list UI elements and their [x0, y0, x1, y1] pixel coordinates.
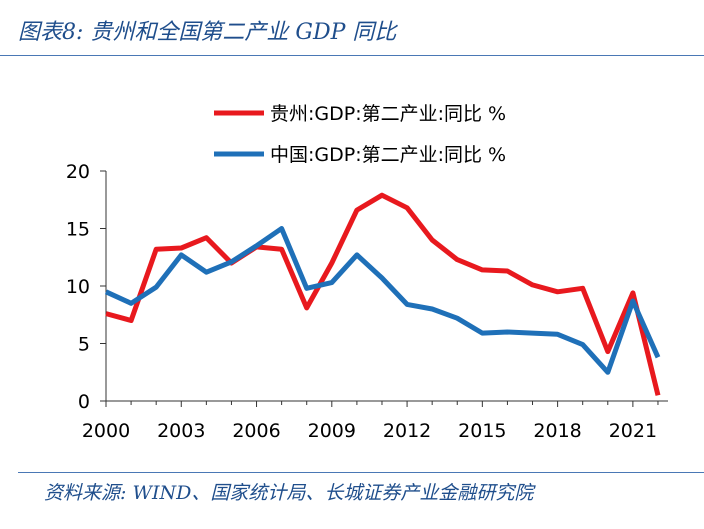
y-tick-label: 5 [78, 334, 90, 356]
title-divider [0, 55, 704, 56]
line-chart: 贵州:GDP:第二产业:同比 % 中国:GDP:第二产业:同比 % 0 5 10 15 2… [66, 103, 668, 442]
x-tick-label: 2006 [232, 420, 280, 442]
series-line-china [104, 226, 661, 375]
series-line-guizhou [105, 192, 661, 396]
x-tick-label: 2021 [609, 420, 657, 442]
x-tick-label: 2012 [383, 420, 431, 442]
page-title: 图表8: 贵州和全国第二产业 GDP 同比 [18, 20, 397, 45]
x-tick-label: 2015 [458, 420, 506, 442]
y-tick-label: 10 [66, 276, 90, 298]
x-tick-label: 2003 [157, 420, 205, 442]
x-tick-label: 2000 [82, 420, 130, 442]
x-tick-label: 2009 [308, 420, 356, 442]
y-tick-label: 20 [66, 161, 90, 183]
y-tick-label: 0 [78, 391, 90, 413]
y-tick-label: 15 [66, 219, 90, 241]
series-lines [104, 192, 661, 396]
x-tick-label: 2018 [533, 420, 581, 442]
legend-label: 贵州:GDP:第二产业:同比 % [270, 103, 506, 125]
footer-divider [18, 472, 704, 473]
legend: 贵州:GDP:第二产业:同比 % 中国:GDP:第二产业:同比 % [214, 103, 506, 166]
source-note: 资料来源: WIND、国家统计局、长城证券产业金融研究院 [44, 482, 534, 504]
axes: 0 5 10 15 20 2000 2003 2006 2009 2012 2015 2018 2021 [66, 161, 668, 442]
legend-label: 中国:GDP:第二产业:同比 % [270, 144, 506, 166]
